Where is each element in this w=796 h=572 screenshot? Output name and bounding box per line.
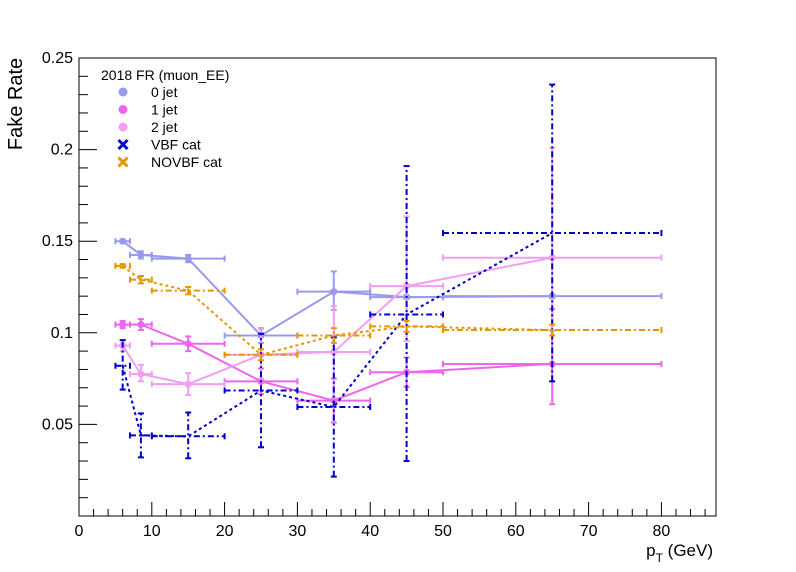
data-layer — [114, 83, 663, 478]
legend-label: 2 jet — [151, 119, 178, 135]
data-point — [330, 288, 338, 296]
x-axis-label-unit: (GeV) — [663, 541, 713, 560]
legend-entry: NOVBF cat — [117, 154, 222, 170]
data-point — [137, 370, 145, 378]
series-novbf-cat — [114, 262, 663, 362]
y-axis-label: Fake Rate — [5, 58, 27, 150]
data-point — [184, 340, 192, 348]
legend-entry: 1 jet — [118, 102, 178, 118]
legend-label: NOVBF cat — [151, 154, 222, 170]
legend-marker — [118, 122, 128, 132]
data-point — [137, 321, 145, 329]
data-point — [184, 380, 192, 388]
legend-marker — [117, 138, 129, 151]
data-point — [548, 254, 556, 262]
legend-marker — [118, 87, 128, 97]
x-tick-label: 50 — [434, 523, 452, 540]
data-point — [184, 255, 192, 263]
legend-label: 1 jet — [151, 102, 178, 118]
y-tick-label: 0.2 — [51, 142, 73, 159]
legend-entry: 2 jet — [118, 119, 178, 135]
plot-frame — [78, 57, 717, 517]
x-axis-label-main: p — [646, 541, 655, 560]
x-tick-label: 30 — [289, 523, 307, 540]
legend-entry: 0 jet — [118, 84, 178, 100]
data-point — [137, 251, 145, 259]
x-axis-label-subscript: T — [656, 551, 664, 565]
x-tick-label: 10 — [143, 523, 161, 540]
x-tick-label: 0 — [75, 523, 84, 540]
legend-label: VBF cat — [151, 137, 201, 153]
y-tick-label: 0.05 — [42, 416, 73, 433]
y-tick-label: 0.25 — [42, 50, 73, 67]
x-tick-label: 60 — [507, 523, 525, 540]
x-tick-label: 70 — [580, 523, 598, 540]
x-tick-label: 20 — [216, 523, 234, 540]
y-tick-label: 0.15 — [42, 233, 73, 250]
legend-marker — [118, 105, 128, 114]
legend-marker — [117, 156, 129, 168]
data-point — [330, 348, 338, 356]
legend-label: 0 jet — [151, 84, 178, 100]
legend-entry: VBF cat — [117, 137, 201, 153]
x-axis-label: pT (GeV) — [646, 541, 713, 565]
axis-layer: 0 10 20 30 40 50 60 70 80 0.05 0.1 0.15 0.2 0.25 — [42, 50, 706, 540]
x-tick-label: 80 — [653, 523, 671, 540]
data-point — [119, 237, 127, 245]
series-vbf-cat — [114, 83, 663, 478]
y-tick-label: 0.1 — [51, 325, 73, 342]
data-point — [119, 321, 127, 329]
x-tick-label: 40 — [361, 523, 379, 540]
legend-title: 2018 FR (muon_EE) — [101, 67, 229, 83]
data-point — [403, 282, 411, 290]
